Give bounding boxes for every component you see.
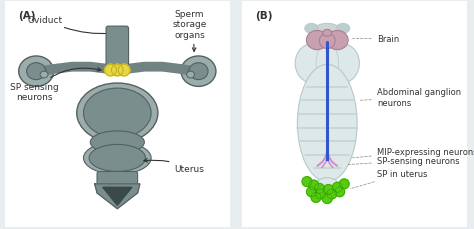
Circle shape (339, 179, 349, 189)
Text: Uterus: Uterus (144, 159, 204, 173)
Circle shape (322, 194, 332, 204)
Text: Oviduct: Oviduct (27, 16, 111, 36)
Text: MIP-expressing neurons: MIP-expressing neurons (353, 147, 474, 158)
Circle shape (118, 65, 130, 76)
Ellipse shape (306, 31, 328, 50)
Circle shape (302, 177, 312, 187)
Ellipse shape (83, 89, 151, 138)
Ellipse shape (189, 63, 208, 80)
Circle shape (335, 187, 345, 197)
Ellipse shape (324, 44, 359, 84)
Circle shape (327, 189, 337, 199)
Ellipse shape (323, 30, 332, 37)
Circle shape (307, 187, 317, 197)
Circle shape (105, 65, 117, 76)
Ellipse shape (89, 145, 146, 172)
Text: Brain: Brain (353, 35, 399, 44)
FancyBboxPatch shape (0, 0, 235, 229)
Ellipse shape (297, 65, 357, 182)
Circle shape (309, 180, 319, 190)
FancyBboxPatch shape (106, 27, 128, 72)
Ellipse shape (18, 57, 54, 87)
Ellipse shape (319, 34, 335, 49)
Ellipse shape (77, 84, 158, 143)
Ellipse shape (327, 31, 348, 50)
Circle shape (323, 185, 333, 195)
Ellipse shape (27, 63, 46, 80)
Ellipse shape (187, 72, 194, 79)
Text: SP-sensing neurons: SP-sensing neurons (348, 156, 459, 165)
Ellipse shape (305, 24, 318, 34)
Circle shape (316, 189, 326, 199)
Text: Abdominal ganglion
neurons: Abdominal ganglion neurons (359, 88, 461, 107)
Ellipse shape (40, 72, 48, 79)
FancyBboxPatch shape (237, 0, 472, 229)
Text: (B): (B) (255, 11, 273, 21)
Ellipse shape (316, 44, 338, 84)
Ellipse shape (181, 57, 216, 87)
Circle shape (311, 193, 321, 202)
Text: Sperm
storage
organs: Sperm storage organs (172, 10, 207, 52)
FancyBboxPatch shape (97, 172, 137, 194)
Circle shape (111, 65, 123, 76)
Ellipse shape (83, 142, 151, 174)
Ellipse shape (336, 24, 350, 34)
Circle shape (314, 184, 324, 194)
Ellipse shape (90, 131, 145, 154)
Ellipse shape (315, 178, 340, 197)
Ellipse shape (295, 44, 330, 84)
Circle shape (332, 183, 342, 192)
Text: SP sensing
neurons: SP sensing neurons (9, 68, 101, 102)
Polygon shape (103, 187, 132, 205)
Text: SP in uterus: SP in uterus (350, 169, 428, 189)
Polygon shape (95, 184, 140, 209)
Text: (A): (A) (18, 11, 36, 21)
Ellipse shape (314, 24, 341, 39)
